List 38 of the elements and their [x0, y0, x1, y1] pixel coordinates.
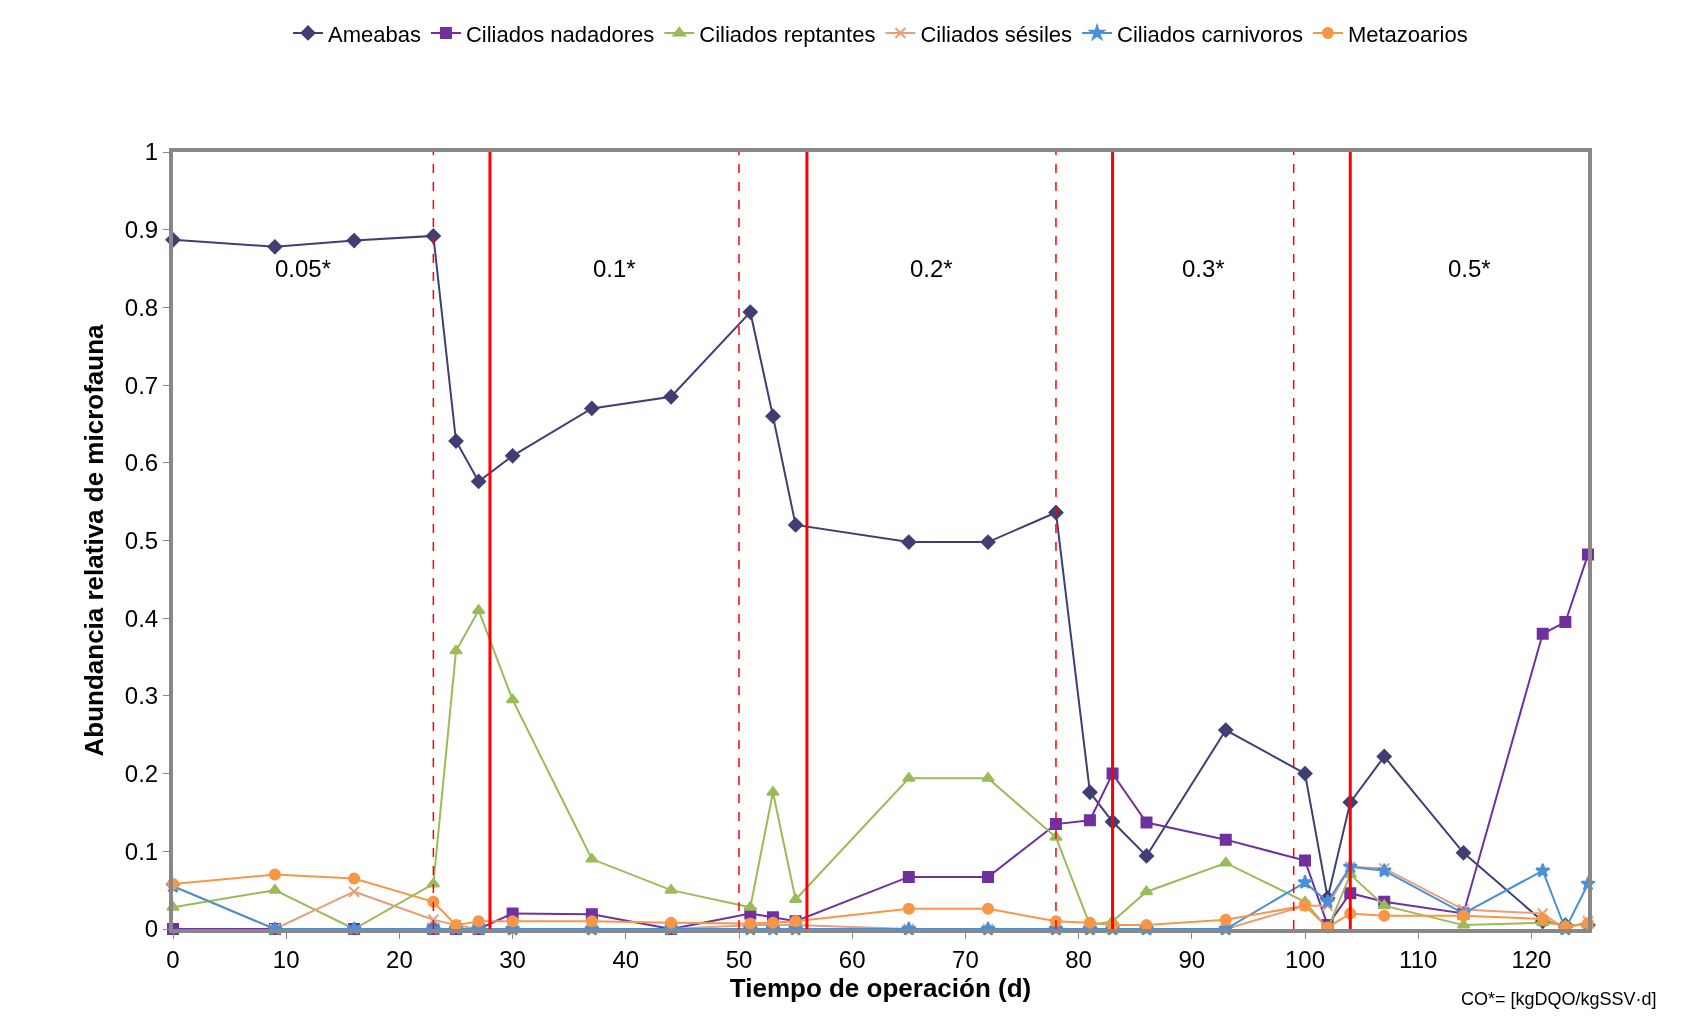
annotation: 0.1* [593, 255, 636, 282]
y-tick-label: 0.6 [124, 449, 159, 477]
x-axis-title: Tiempo de operación (d) [729, 973, 1032, 1003]
annotation: 0.05* [275, 255, 332, 282]
legend-label: Ciliados nadadores [465, 21, 655, 47]
x-tick-label: 0 [166, 945, 180, 973]
x-tick-label: 120 [1511, 945, 1552, 973]
y-tick-label: 0.3 [124, 682, 159, 710]
legend-label: Ciliados carnivoros [1117, 21, 1303, 47]
annotation: 0.2* [910, 255, 953, 282]
y-tick-label: 0.1 [124, 837, 159, 865]
y-tick-label: 0.5 [124, 526, 159, 554]
y-tick-label: 0.8 [124, 293, 159, 321]
legend-label: Ameabas [328, 21, 421, 47]
x-tick-label: 100 [1284, 945, 1326, 973]
x-tick-label: 70 [952, 945, 979, 973]
x-tick-label: 60 [838, 945, 866, 973]
x-tick-label: 80 [1065, 945, 1092, 973]
annotation: 0.5* [1448, 255, 1491, 282]
x-tick-label: 10 [272, 945, 300, 973]
x-tick-label: 110 [1399, 945, 1438, 973]
x-tick-label: 50 [725, 945, 753, 973]
x-tick-label: 30 [499, 945, 526, 973]
x-tick-label: 20 [386, 945, 413, 973]
legend-label: Ciliados reptantes [699, 21, 876, 47]
y-tick-label: 0.7 [124, 371, 159, 399]
x-tick-label: 90 [1178, 945, 1206, 973]
y-tick-label: 0 [144, 915, 159, 943]
y-tick-label: 1 [144, 138, 159, 166]
y-tick-label: 0.9 [124, 216, 159, 244]
x-tick-label: 40 [612, 945, 640, 973]
legend-label: Ciliados sésiles [920, 21, 1073, 47]
legend-label: Metazoarios [1347, 21, 1468, 47]
text: CO*= [kgDQO/kgSSV·d] [1461, 989, 1657, 1009]
annotation: 0.3* [1182, 255, 1225, 282]
y-axis-title: Abundancia relativa de microfauna [78, 323, 109, 757]
y-tick-label: 0.4 [124, 604, 159, 632]
y-tick-label: 0.2 [124, 760, 159, 787]
